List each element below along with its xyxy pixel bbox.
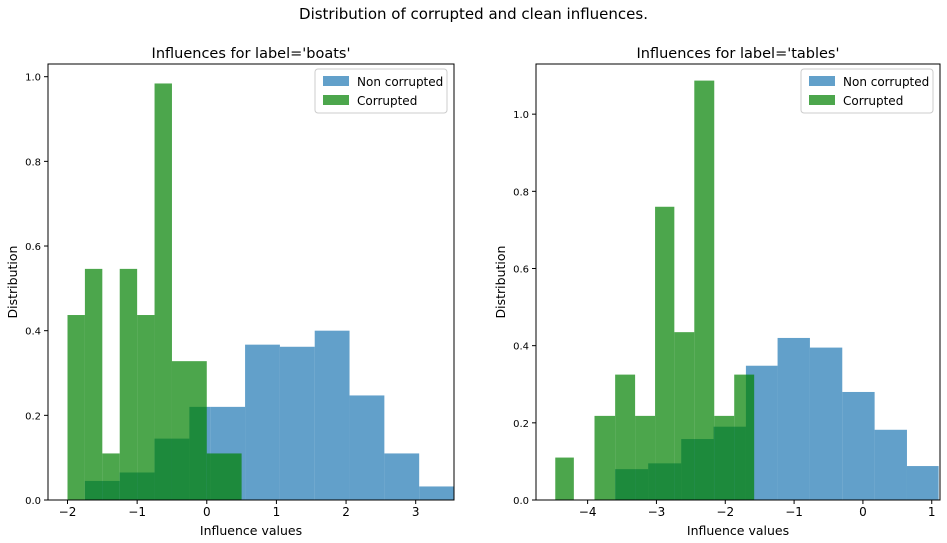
y-tick-label: 0.6	[513, 264, 529, 275]
y-tick-label: 1.0	[513, 110, 529, 121]
y-axis-label: Distribution	[493, 246, 508, 319]
series-corrupted	[555, 80, 755, 501]
legend-label-non-corrupted: Non corrupted	[357, 75, 443, 89]
bar-corrupted	[154, 83, 172, 500]
bar-corrupted	[102, 453, 120, 500]
bar-corrupted	[67, 315, 85, 500]
y-tick-label: 0.2	[25, 411, 41, 422]
chart-title: Influences for label='tables'	[637, 46, 840, 62]
axes-frame	[47, 63, 455, 501]
legend-swatch-non-corrupted	[323, 76, 349, 86]
x-tick-label: −3	[648, 505, 666, 519]
bar-non-corrupted	[419, 486, 454, 500]
chart-title: Influences for label='boats'	[152, 46, 351, 62]
x-tick-label: −2	[716, 505, 734, 519]
bar-non-corrupted	[384, 453, 420, 500]
y-tick-label: 0.4	[25, 327, 41, 338]
y-tick-label: 0.6	[25, 242, 41, 253]
bar-corrupted	[206, 453, 242, 500]
x-tick-label: −1	[128, 505, 146, 519]
y-tick-label: 0.0	[25, 496, 41, 507]
y-axis-label: Distribution	[5, 246, 20, 319]
bar-corrupted	[674, 332, 695, 500]
bar-non-corrupted	[314, 330, 350, 500]
bar-corrupted	[635, 415, 656, 500]
x-tick-label: 3	[412, 505, 420, 519]
bar-corrupted	[594, 415, 616, 500]
bar-non-corrupted	[809, 347, 843, 500]
bar-non-corrupted	[906, 466, 939, 500]
y-tick-label: 0.0	[513, 496, 529, 507]
x-tick-label: 1	[273, 505, 281, 519]
bar-corrupted	[615, 374, 636, 500]
chart-boats: −2 −1 0 1 2 3 0.0 0.2 0.4 0.6 0.8 1.0 Influences for…	[5, 46, 455, 538]
bar-corrupted	[714, 415, 735, 500]
series-corrupted	[67, 83, 242, 500]
x-tick-label: 1	[928, 505, 936, 519]
x-tick-label: −4	[579, 505, 597, 519]
bar-non-corrupted	[777, 337, 810, 500]
bar-non-corrupted	[874, 429, 907, 500]
legend-label-corrupted: Corrupted	[357, 94, 417, 108]
y-tick-label: 0.2	[513, 419, 529, 430]
bar-corrupted	[137, 315, 155, 500]
x-tick-label: 0	[859, 505, 867, 519]
bar-corrupted	[655, 206, 675, 501]
axes-frame	[535, 63, 941, 501]
bar-non-corrupted	[279, 346, 315, 500]
y-tick-label: 0.8	[513, 187, 529, 198]
x-tick-label: −2	[59, 505, 77, 519]
y-tick-label: 0.4	[513, 342, 529, 353]
x-axis-label: Influence values	[200, 523, 302, 538]
bar-non-corrupted	[842, 391, 875, 500]
x-axis-label: Influence values	[687, 523, 789, 538]
legend-swatch-corrupted	[809, 95, 835, 105]
y-tick-label: 1.0	[25, 73, 41, 84]
legend: Non corrupted Corrupted	[314, 68, 448, 114]
x-tick-label: 2	[342, 505, 350, 519]
bar-corrupted	[171, 361, 207, 500]
legend-swatch-non-corrupted	[809, 76, 835, 86]
figure-suptitle: Distribution of corrupted and clean infl…	[299, 5, 648, 23]
legend-label-non-corrupted: Non corrupted	[843, 75, 929, 89]
bar-non-corrupted	[245, 344, 280, 500]
y-tick-label: 0.8	[25, 157, 41, 168]
x-tick-label: −1	[785, 505, 803, 519]
bar-non-corrupted	[349, 395, 385, 500]
bar-corrupted	[119, 268, 138, 500]
bar-corrupted	[734, 374, 755, 500]
bar-corrupted	[84, 268, 103, 500]
x-tick-label: 0	[203, 505, 211, 519]
chart-tables: −4 −3 −2 −1 0 1 0.0 0.2 0.4 0.6 0.8 1.0 Influences f…	[493, 46, 941, 538]
legend-label-corrupted: Corrupted	[843, 94, 903, 108]
bar-corrupted	[694, 80, 715, 500]
bar-corrupted	[555, 457, 574, 500]
legend: Non corrupted Corrupted	[800, 68, 934, 114]
legend-swatch-corrupted	[323, 95, 349, 105]
